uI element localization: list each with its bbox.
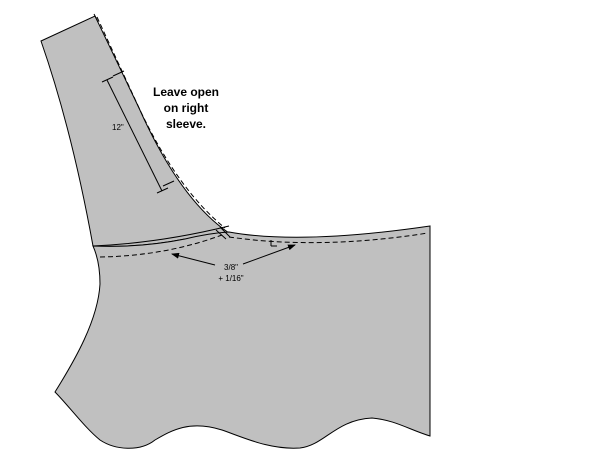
allowance-arrow-left — [171, 252, 216, 266]
dimension-end-cap-top — [101, 76, 114, 83]
shoulder-tick — [215, 229, 227, 240]
seam-length-label: 12" — [112, 123, 124, 132]
sleeve-piece — [40, 15, 231, 247]
leave-open-note-line-3: sleeve. — [166, 117, 206, 131]
seam-tick-lower — [162, 180, 175, 187]
dimension-end-cap-bottom — [156, 187, 169, 194]
leave-open-note-line-2: on right — [164, 101, 209, 115]
seam-length-dimension-line — [106, 79, 163, 192]
armhole-seam — [92, 225, 230, 247]
sleeve-stitch-line — [96, 16, 226, 229]
seam-allowance-label-line-2: + 1/16" — [218, 274, 243, 283]
allowance-arrow-right — [242, 244, 296, 265]
seam-tick-upper — [112, 70, 125, 77]
leave-open-note-line-1: Leave open — [153, 85, 219, 99]
sleeve-top-tick — [93, 13, 99, 23]
seam-allowance-label-line-1: 3/8" — [224, 263, 238, 272]
body-piece — [54, 225, 431, 449]
shoulder-tick-2 — [219, 226, 231, 238]
